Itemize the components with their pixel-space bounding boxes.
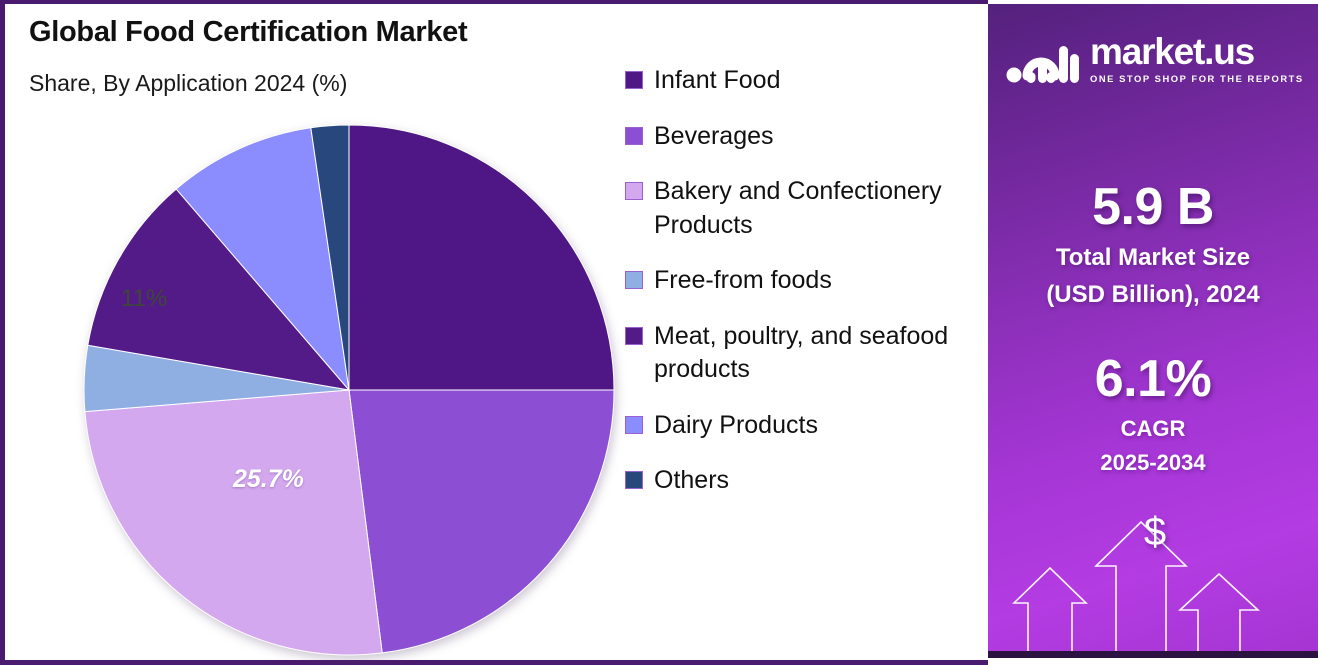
legend-swatch-icon (625, 126, 643, 145)
chart-legend: Infant Food Beverages Bakery and Confectio… (625, 64, 985, 520)
legend-item[interactable]: Bakery and Confectionery Products (625, 175, 985, 242)
brand-logo: market.us ONE STOP SHOP FOR THE REPORTS (1006, 32, 1304, 84)
stat-caption-market-size-line2: (USD Billion), 2024 (1046, 280, 1260, 308)
dollar-sign-icon: $ (1143, 510, 1167, 554)
legend-item[interactable]: Infant Food (625, 64, 985, 98)
chart-card: Global Food Certification Market Share, … (0, 0, 988, 665)
brand-wordmark: market.us (1090, 30, 1255, 72)
pie-slice[interactable] (310, 124, 350, 391)
chart-subtitle: Share, By Application 2024 (%) (29, 70, 348, 96)
legend-item-label: Meat, poultry, and seafood products (654, 321, 949, 384)
legend-swatch-icon (625, 326, 643, 345)
legend-item[interactable]: Others (625, 464, 985, 498)
legend-swatch-icon (625, 271, 643, 289)
market-us-logo-icon (1006, 46, 1079, 83)
stat-caption-market-size-line1: Total Market Size (1055, 243, 1251, 271)
pie-chart-svg (83, 124, 615, 656)
legend-item[interactable]: Free-from foods (625, 264, 985, 298)
pie-slice[interactable] (348, 389, 615, 654)
legend-swatch-icon (625, 471, 643, 489)
stat-cagr: 6.1% CAGR 2025-2034 (988, 352, 1318, 476)
legend-item-label: Dairy Products (654, 410, 818, 439)
legend-item-label: Infant Food (654, 66, 781, 94)
legend-swatch-icon (625, 182, 643, 200)
brand-tagline: ONE STOP SHOP FOR THE REPORTS (1090, 72, 1304, 84)
stat-value-market-size: 5.9 B (1092, 178, 1214, 236)
stat-caption-cagr-line2: 2025-2034 (1100, 450, 1206, 476)
brand-stats-panel: market.us ONE STOP SHOP FOR THE REPORTS … (988, 4, 1318, 658)
legend-item-label: Free-from foods (654, 266, 832, 294)
legend-item[interactable]: Beverages (625, 120, 985, 154)
growth-arrows-graphic: $ (1010, 498, 1300, 658)
legend-item[interactable]: Dairy Products (625, 409, 985, 443)
legend-item-label: Others (654, 466, 730, 494)
legend-swatch-icon (625, 71, 643, 89)
brand-logo-text: market.us ONE STOP SHOP FOR THE REPORTS (1090, 33, 1304, 83)
legend-swatch-icon (625, 415, 643, 434)
legend-item[interactable]: Meat, poultry, and seafood products (625, 320, 985, 387)
stat-caption-cagr-line1: CAGR (1120, 415, 1186, 441)
pie-slice[interactable] (348, 124, 615, 391)
growth-arrow-icon (1012, 520, 1261, 658)
stat-value-cagr: 6.1% (1094, 350, 1212, 408)
pie-slice[interactable] (87, 188, 351, 391)
legend-item-label: Bakery and Confectionery Products (654, 177, 942, 239)
page-title: Global Food Certification Market (29, 16, 468, 48)
stat-total-market-size: 5.9 B Total Market Size (USD Billion), 2… (988, 180, 1318, 309)
pie-chart: 25.7% 11% (83, 122, 615, 658)
pie-slices (83, 124, 615, 656)
pie-slice[interactable] (84, 389, 383, 656)
pie-slice[interactable] (175, 127, 350, 392)
legend-item-label: Beverages (654, 121, 774, 150)
